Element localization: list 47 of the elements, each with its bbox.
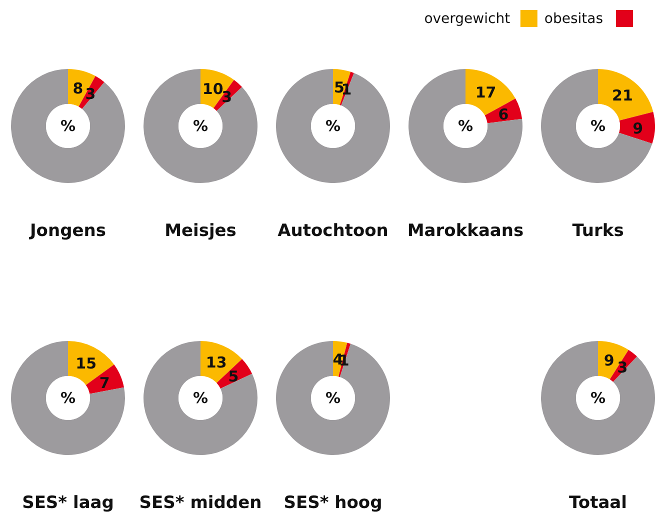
text: % (325, 389, 341, 407)
text: Turks (572, 221, 624, 241)
data-label: 15 (76, 354, 97, 372)
donut-slice (541, 341, 655, 455)
data-label: 10 (202, 80, 224, 98)
data-label: 3 (85, 85, 96, 103)
donut-slice (541, 69, 652, 183)
text: % (60, 389, 76, 407)
text: Autochtoon (278, 221, 388, 241)
data-label: 8 (72, 79, 84, 98)
data-label: 9 (632, 119, 644, 138)
text: SES* hoog (284, 493, 382, 513)
text: Jongens (28, 221, 106, 241)
donut-slice (618, 112, 655, 144)
data-label: 9 (604, 352, 614, 370)
text: Marokkaans (407, 221, 524, 241)
donut-slice (598, 69, 654, 121)
text: SES* laag (22, 493, 114, 513)
data-label: 3 (222, 88, 232, 106)
text: SES* midden (139, 493, 262, 513)
donut-slice (144, 341, 258, 455)
donut-slice (11, 69, 125, 183)
data-label: 6 (498, 106, 509, 124)
text: % (590, 389, 606, 407)
data-label: 17 (475, 84, 496, 102)
donut-slice (408, 69, 522, 183)
donut-slice (276, 341, 390, 455)
text: Meisjes (164, 221, 236, 241)
legend-label: obesitas (544, 11, 604, 27)
donut-slice (11, 341, 125, 455)
data-label: 7 (99, 374, 110, 392)
text: % (458, 117, 474, 135)
legend-label: overgewicht (424, 11, 511, 27)
text: % (192, 117, 208, 135)
text: % (192, 389, 208, 407)
data-label: 13 (206, 353, 227, 372)
text: % (590, 117, 606, 135)
donut-slice (276, 69, 390, 183)
data-label: 5 (334, 78, 344, 97)
text: Totaal (569, 493, 627, 513)
text: % (325, 117, 341, 135)
data-label: 21 (612, 86, 633, 104)
donut-slice (144, 69, 258, 183)
donut-slice (598, 341, 629, 380)
text: % (60, 117, 76, 135)
data-label: 5 (228, 368, 239, 386)
donut-slice (200, 341, 242, 383)
